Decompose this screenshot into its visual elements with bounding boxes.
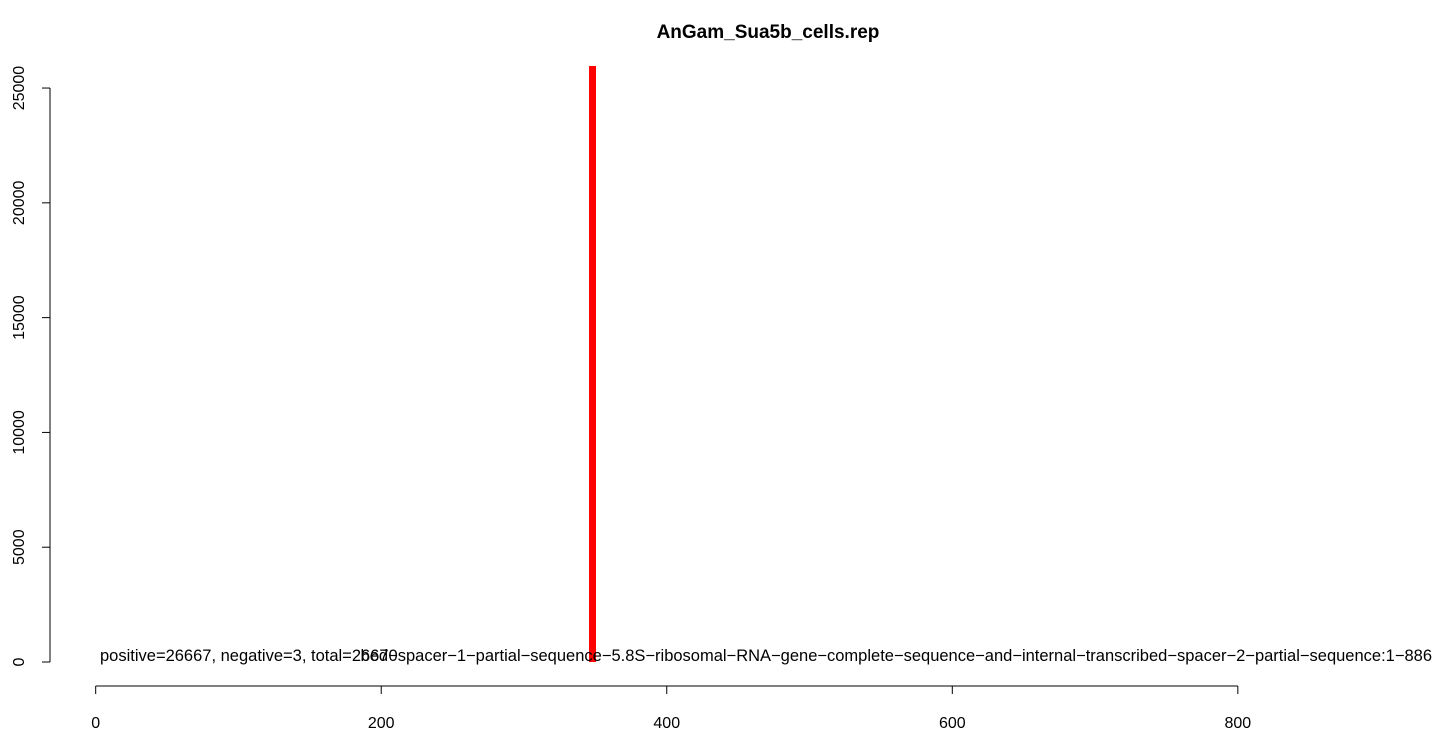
y-tick-label: 25000 (11, 66, 28, 111)
x-tick-label: 600 (939, 715, 966, 732)
y-tick-label: 15000 (11, 295, 28, 340)
x-tick-label: 0 (91, 715, 100, 732)
y-tick-label: 0 (11, 657, 28, 666)
annotation: bed−spacer−1−partial−sequence−5.8S−ribos… (361, 647, 1432, 665)
chart-title: AnGam_Sua5b_cells.rep (657, 22, 880, 43)
y-tick-label: 10000 (11, 410, 28, 455)
y-tick-label: 20000 (11, 180, 28, 225)
x-tick-label: 200 (368, 715, 395, 732)
annotation: positive=26667, negative=3, total=26670 (100, 647, 398, 665)
y-tick-label: 5000 (11, 529, 28, 565)
x-tick-label: 800 (1224, 715, 1251, 732)
x-tick-label: 400 (653, 715, 680, 732)
